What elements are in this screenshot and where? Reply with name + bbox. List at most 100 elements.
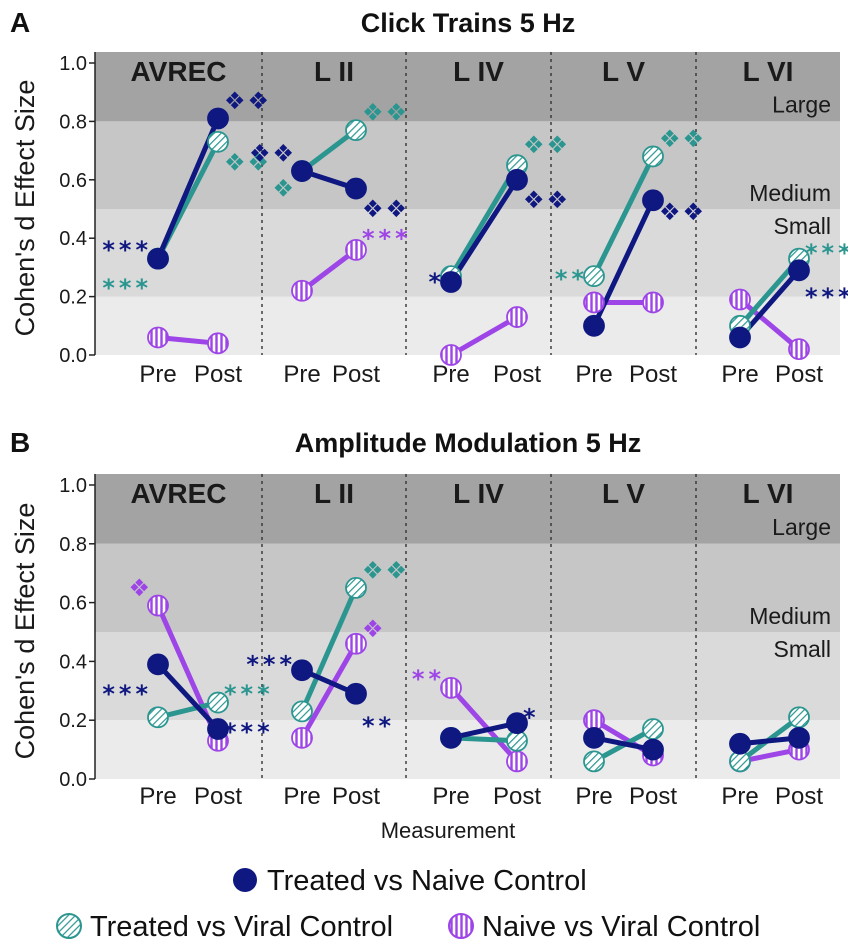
point-treated-vs-viral-post	[788, 706, 810, 729]
point-treated-vs-viral-pre	[583, 750, 605, 773]
layer-label: L VI	[743, 478, 794, 509]
layer-label: L II	[314, 56, 354, 87]
significance-annotation: ***	[224, 718, 274, 746]
point-naive-vs-viral-post	[345, 632, 367, 655]
x-tick-label-post: Post	[332, 783, 380, 810]
chart-b: Large Medium Small 0.0 0.2 0.4 0.6 0.8 1.0 AVREC P…	[59, 474, 840, 810]
x-tick-label-pre: Pre	[721, 361, 758, 388]
significance-annotation: *	[428, 268, 445, 296]
point-treated-vs-naive-post	[506, 168, 528, 191]
point-treated-vs-viral-post	[642, 718, 664, 740]
point-treated-vs-naive-pre	[147, 247, 169, 270]
significance-annotation: ❖❖	[224, 87, 271, 115]
series-line-treated-vs-viral	[299, 127, 359, 174]
point-treated-vs-viral-pre	[147, 706, 169, 729]
x-tick-label-post: Post	[629, 361, 677, 388]
layer-label: AVREC	[131, 478, 227, 509]
panel-b: B Amplitude Modulation 5 Hz Cohen's d Ef…	[10, 427, 641, 843]
y-tick-label: 1.0	[59, 53, 87, 75]
significance-annotation: ***	[246, 650, 296, 678]
significance-annotation: **	[555, 265, 588, 293]
band-label-large: Large	[772, 91, 831, 117]
significance-annotation: ❖❖	[523, 186, 570, 214]
layer-label: AVREC	[131, 56, 227, 87]
significance-annotation: *	[523, 703, 540, 731]
band-label-medium: Medium	[749, 180, 831, 206]
series-line-naive-vs-viral	[737, 297, 802, 352]
panel-a-y-axis-label: Cohen's d Effect Size	[10, 80, 40, 337]
x-tick-label-post: Post	[775, 361, 823, 388]
significance-annotation: ❖❖	[659, 125, 706, 153]
point-naive-vs-viral-pre	[291, 279, 313, 302]
layer-label: L IV	[453, 56, 504, 87]
series-line-naive-vs-viral	[448, 314, 520, 358]
significance-annotation: ***	[362, 224, 412, 252]
band-label-small: Small	[773, 213, 831, 239]
significance-annotation: ***	[102, 274, 152, 302]
panel-a: A Click Trains 5 Hz Cohen's d Effect Siz…	[10, 7, 575, 336]
panel-a-letter: A	[10, 7, 30, 38]
point-treated-vs-naive-post	[506, 712, 528, 735]
point-treated-vs-naive-pre	[291, 160, 313, 182]
layer-label: L VI	[743, 56, 794, 87]
legend-marker-treated-vs-naive	[233, 868, 257, 892]
x-tick-label-pre: Pre	[139, 361, 176, 388]
group-l-v: L V Pre Post	[575, 478, 677, 810]
point-treated-vs-naive-post	[642, 189, 664, 212]
x-tick-label-post: Post	[332, 361, 380, 388]
significance-annotation: ***	[102, 680, 152, 708]
series-line-treated-vs-viral	[299, 585, 359, 714]
group-avrec: AVREC Pre Post ❖ *** *** ***	[102, 478, 274, 810]
x-tick-label-pre: Pre	[721, 783, 758, 810]
y-tick-label: 0.6	[59, 170, 87, 192]
point-treated-vs-naive-pre	[729, 326, 751, 349]
significance-annotation: ***	[805, 239, 848, 267]
point-treated-vs-viral-post	[207, 691, 229, 714]
point-treated-vs-naive-pre	[729, 732, 751, 755]
point-treated-vs-viral-post	[207, 130, 229, 153]
point-naive-vs-viral-pre	[729, 288, 751, 311]
series-line-naive-vs-viral	[448, 685, 520, 764]
point-treated-vs-naive-pre	[440, 726, 462, 749]
x-tick-label-pre: Pre	[283, 783, 320, 810]
point-treated-vs-naive-pre	[291, 659, 313, 682]
point-naive-vs-viral-post	[345, 238, 367, 261]
band-label-large: Large	[772, 514, 831, 540]
band-medium	[95, 543, 840, 632]
y-tick-label: 0.0	[59, 345, 87, 367]
panel-a-title: Click Trains 5 Hz	[361, 8, 576, 38]
legend-marker-treated-vs-viral	[56, 913, 82, 939]
x-tick-label-post: Post	[493, 361, 541, 388]
band-label-medium: Medium	[749, 603, 831, 629]
point-treated-vs-naive-pre	[583, 314, 605, 337]
significance-annotation: ❖❖	[659, 198, 706, 226]
y-tick-label: 0.0	[59, 769, 87, 791]
point-treated-vs-viral-pre	[291, 700, 313, 723]
series-line-naive-vs-viral	[299, 247, 359, 294]
point-naive-vs-viral-pre	[440, 344, 462, 366]
significance-annotation: ❖	[128, 574, 152, 602]
x-tick-label-pre: Pre	[139, 783, 176, 810]
group-avrec: AVREC Pre Post *** *** ❖❖ ❖❖	[102, 56, 271, 388]
y-tick-label: 0.8	[59, 111, 87, 133]
significance-annotation: ❖❖	[249, 140, 296, 168]
significance-annotation: ❖❖	[362, 556, 409, 584]
point-naive-vs-viral-post	[506, 306, 528, 328]
point-naive-vs-viral-post	[788, 338, 810, 361]
y-tick-label: 1.0	[59, 475, 87, 497]
point-naive-vs-viral-pre	[147, 326, 169, 349]
point-treated-vs-naive-post	[207, 107, 229, 130]
point-treated-vs-viral-post	[345, 119, 367, 142]
x-tick-label-pre: Pre	[575, 783, 612, 810]
point-treated-vs-viral-pre	[583, 265, 605, 288]
point-treated-vs-viral-post	[642, 145, 664, 168]
layer-label: L V	[602, 56, 645, 87]
point-naive-vs-viral-post	[207, 332, 229, 355]
layer-label: L V	[602, 478, 645, 509]
y-tick-label: 0.4	[59, 228, 87, 250]
significance-annotation: **	[362, 712, 395, 740]
group-l-vi: L VI Pre Post *** ***	[721, 56, 848, 388]
